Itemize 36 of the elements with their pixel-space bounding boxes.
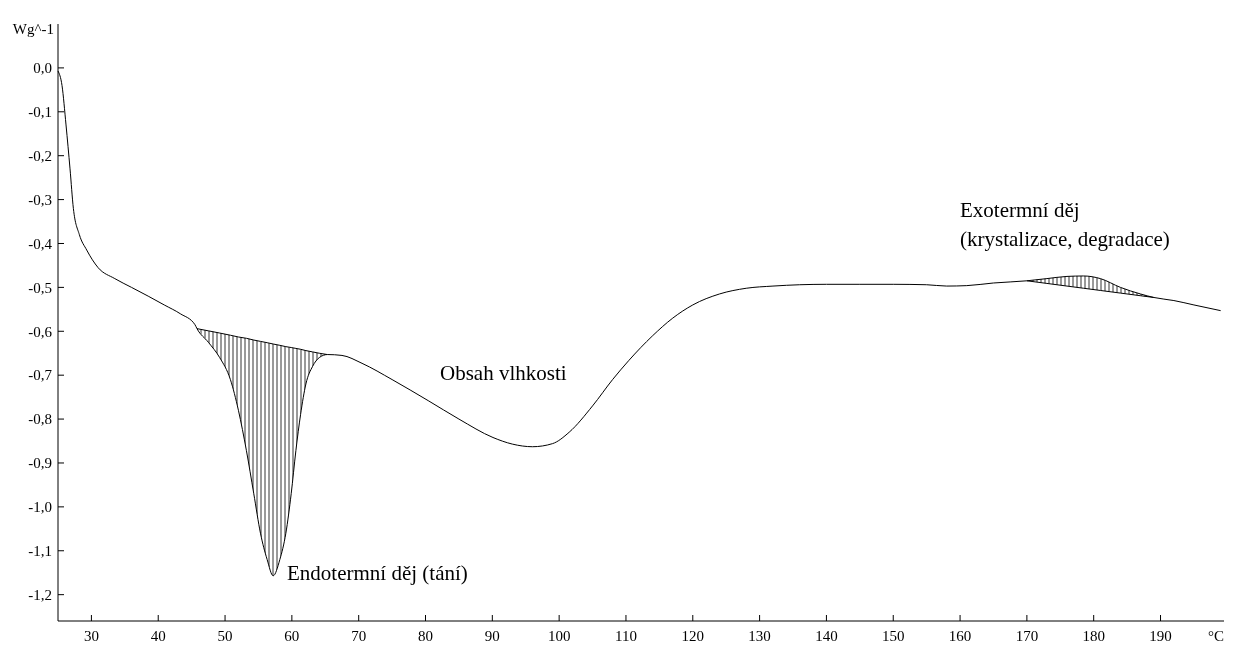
x-tick-label: 160 bbox=[948, 628, 972, 644]
annotation: Obsah vlhkosti bbox=[440, 361, 567, 385]
y-tick-label: -1,0 bbox=[28, 499, 52, 516]
x-tick-label: 170 bbox=[1015, 628, 1039, 644]
y-tick-label: -0,1 bbox=[28, 104, 52, 121]
y-tick-label: -0,5 bbox=[28, 279, 52, 296]
annotation: (krystalizace, degradace) bbox=[960, 227, 1170, 251]
y-tick-label: -0,9 bbox=[28, 455, 52, 472]
y-tick-label: 0,0 bbox=[33, 60, 52, 77]
x-tick-label: 70 bbox=[351, 628, 367, 644]
x-tick-label: 100 bbox=[547, 628, 571, 644]
x-axis-title: °C bbox=[1207, 628, 1224, 644]
x-tick-label: 80 bbox=[418, 628, 434, 644]
annotation: Endotermní děj (tání) bbox=[287, 561, 468, 585]
y-tick-label: -0,6 bbox=[28, 323, 53, 340]
y-axis-title: Wg^-1 bbox=[12, 21, 54, 37]
x-tick-label: 90 bbox=[484, 628, 500, 644]
x-tick-label: 60 bbox=[284, 628, 300, 644]
x-tick-label: 140 bbox=[815, 628, 838, 644]
x-tick-label: 180 bbox=[1082, 628, 1105, 644]
x-tick-label: 40 bbox=[150, 628, 166, 644]
x-tick-label: 130 bbox=[748, 628, 771, 644]
x-tick-label: 150 bbox=[881, 628, 905, 644]
x-tick-label: 50 bbox=[217, 628, 233, 644]
y-tick-label: -1,1 bbox=[28, 543, 52, 560]
x-tick-label: 190 bbox=[1149, 628, 1172, 644]
y-tick-label: -0,7 bbox=[28, 367, 53, 384]
y-tick-label: -0,2 bbox=[28, 147, 52, 164]
y-tick-label: -0,4 bbox=[28, 235, 53, 252]
y-tick-label: -0,8 bbox=[28, 411, 52, 428]
x-tick-label: 110 bbox=[614, 628, 637, 644]
annotation: Exotermní děj bbox=[960, 198, 1080, 222]
x-tick-label: 120 bbox=[681, 628, 705, 644]
y-tick-label: -1,2 bbox=[28, 586, 52, 603]
y-tick-label: -0,3 bbox=[28, 191, 52, 208]
x-tick-label: 30 bbox=[83, 628, 99, 644]
